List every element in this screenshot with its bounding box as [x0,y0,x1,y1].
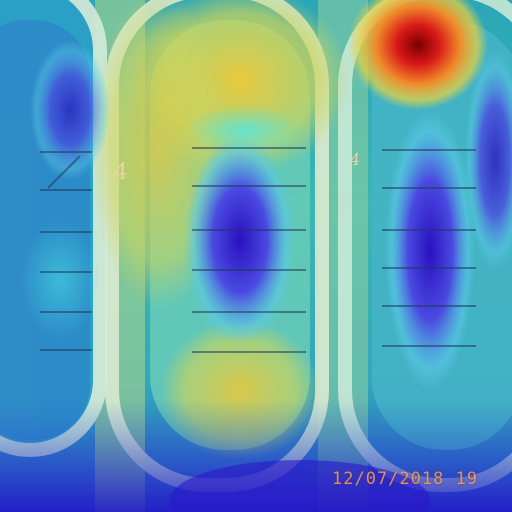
hot-spot [348,0,488,110]
blinds-lines [40,147,476,353]
photo-timestamp: 12/07/2018 19 [332,469,479,489]
handwritten-mark-right: 4 [349,149,361,170]
